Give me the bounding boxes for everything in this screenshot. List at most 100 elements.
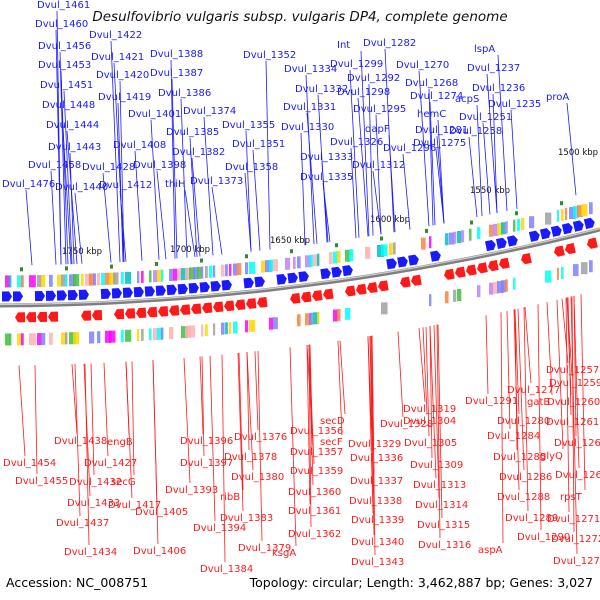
forward-gene-callout xyxy=(418,70,430,227)
forward-gene-callout xyxy=(566,102,577,196)
scale-label: 1500 kbp xyxy=(558,148,598,158)
reverse-gene-label: gatB xyxy=(527,397,550,408)
forward-gene-callout xyxy=(375,114,382,235)
cog-color-band-group xyxy=(5,202,593,346)
forward-gene-label: Dvul_1251 xyxy=(459,112,512,123)
cog-band-forward xyxy=(365,246,371,259)
reverse-gene-arrow xyxy=(213,301,224,313)
cog-band-reverse xyxy=(477,285,481,298)
cog-band-forward xyxy=(517,218,521,231)
reverse-gene-label: Dvul_1454 xyxy=(3,458,56,469)
cog-band-forward xyxy=(21,275,24,288)
reverse-gene-label: ribB xyxy=(220,492,240,503)
cog-band-forward xyxy=(329,252,333,265)
cog-band-forward xyxy=(317,253,320,266)
reverse-gene-arrow xyxy=(191,303,202,315)
forward-gene-label: Dvul_1458 xyxy=(28,160,81,171)
reverse-gene-callout xyxy=(506,310,511,430)
reverse-gene-arrow xyxy=(158,306,169,317)
reverse-gene-callout xyxy=(485,315,489,395)
cog-band-reverse xyxy=(561,266,564,279)
cog-band-forward xyxy=(213,265,216,278)
forward-gene-arrow xyxy=(298,271,309,283)
forward-gene-arrow xyxy=(56,290,67,301)
reverse-gene-label: Dvul_1280 xyxy=(497,416,550,427)
reverse-gene-arrow xyxy=(521,252,532,265)
forward-gene-label: acpS xyxy=(455,94,479,105)
reverse-gene-callout xyxy=(306,345,314,446)
reverse-gene-arrow xyxy=(586,237,598,249)
forward-gene-callout xyxy=(156,170,167,260)
forward-gene-label: Dvul_1388 xyxy=(150,49,203,60)
forward-gene-callout xyxy=(357,97,369,237)
cog-band-forward xyxy=(313,254,319,267)
forward-gene-label: Dvul_1420 xyxy=(96,70,149,81)
cog-band-forward xyxy=(469,228,472,241)
forward-gene-label: Dvul_1385 xyxy=(166,127,219,138)
reverse-gene-arrow xyxy=(169,305,180,316)
forward-gene-label: Dvul_1331 xyxy=(283,102,336,113)
cog-band-forward xyxy=(149,270,152,283)
scale-label: 1750 kbp xyxy=(62,247,102,257)
reverse-gene-arrow xyxy=(400,276,411,288)
cog-band-reverse xyxy=(505,279,508,292)
forward-gene-arrow xyxy=(506,235,518,247)
reverse-gene-arrow xyxy=(290,293,301,304)
cog-band-forward xyxy=(577,205,583,218)
forward-gene-label: Dvul_1460 xyxy=(35,19,88,30)
cog-band-forward xyxy=(345,249,351,262)
cog-band-forward xyxy=(89,273,95,286)
reverse-gene-arrow xyxy=(235,299,246,310)
reverse-gene-callout xyxy=(580,294,586,491)
gc-marker xyxy=(515,211,518,216)
reverse-gene-label: Dvul_1405 xyxy=(135,507,188,518)
forward-gene-label: Dvul_1299 xyxy=(330,59,383,70)
forward-gene-callout xyxy=(435,148,445,224)
forward-gene-label: Dvul_1358 xyxy=(225,162,278,173)
forward-gene-callout xyxy=(252,149,261,251)
reverse-gene-label: Dvul_1379 xyxy=(238,543,291,554)
cog-band-reverse xyxy=(305,313,312,326)
gc-marker xyxy=(20,267,23,272)
forward-gene-callout xyxy=(74,192,83,264)
cog-band-forward xyxy=(193,267,199,280)
cog-band-reverse xyxy=(445,291,449,304)
reverse-gene-arrow xyxy=(345,285,356,297)
forward-gene-callout xyxy=(300,132,306,246)
cog-band-forward xyxy=(69,274,76,287)
forward-gene-arrow xyxy=(45,290,56,301)
forward-gene-label: lspA xyxy=(474,44,495,55)
cog-band-forward xyxy=(389,243,393,256)
forward-gene-label: Dvul_1374 xyxy=(183,106,236,117)
forward-gene-callout xyxy=(476,104,483,217)
cog-band-reverse xyxy=(297,314,301,327)
cog-band-forward xyxy=(305,255,312,268)
reverse-gene-callout xyxy=(425,326,430,437)
cog-band-forward xyxy=(513,219,516,232)
reverse-gene-label: Dvul_1288 xyxy=(497,492,550,503)
forward-gene-label: Dvul_1428 xyxy=(82,162,135,173)
reverse-gene-arrow xyxy=(26,312,37,323)
forward-gene-arrow xyxy=(78,289,89,300)
reverse-gene-callout xyxy=(418,327,426,403)
reverse-gene-label: Dvul_1316 xyxy=(418,540,471,551)
cog-band-forward xyxy=(81,273,84,286)
cog-band-reverse xyxy=(17,333,23,346)
reverse-gene-label: Dvul_1338 xyxy=(349,496,402,507)
reverse-gene-label: Dvul_1397 xyxy=(180,458,233,469)
forward-gene-callout xyxy=(60,70,69,265)
forward-gene-label: Dvul_1292 xyxy=(347,73,400,84)
reverse-gene-callout xyxy=(308,344,314,486)
forward-gene-label: Dvul_1268 xyxy=(405,78,458,89)
cog-band-reverse xyxy=(317,311,320,324)
reverse-gene-label: Dvul_1396 xyxy=(180,436,233,447)
cog-band-reverse xyxy=(545,270,552,283)
reverse-gene-label: Dvul_1286 xyxy=(499,472,552,483)
cog-band-reverse xyxy=(97,331,101,344)
reverse-gene-label: Dvul_1291 xyxy=(465,396,518,407)
forward-gene-callout xyxy=(384,48,395,233)
forward-gene-label: Dvul_1373 xyxy=(190,176,243,187)
reverse-gene-label: Dvul_1276 xyxy=(553,556,600,567)
cog-band-forward xyxy=(9,275,12,288)
cog-band-forward xyxy=(181,268,188,281)
